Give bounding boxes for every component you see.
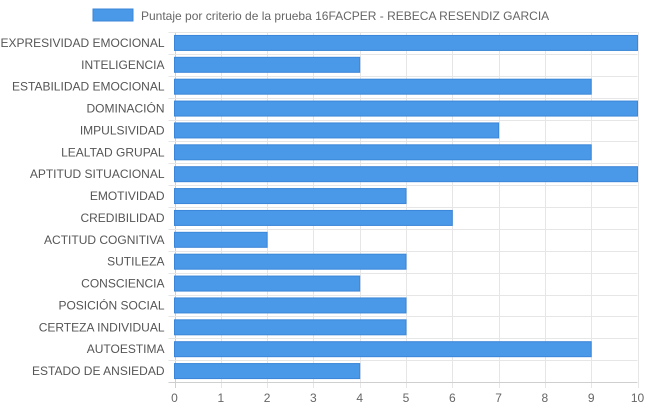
x-tick-label: 4: [356, 391, 363, 405]
category-label: LEALTAD GRUPAL: [61, 145, 165, 159]
bar[interactable]: [174, 297, 407, 314]
legend-label: Puntaje por criterio de la prueba 16FACP…: [141, 9, 549, 23]
category-label: APTITUD SITUACIONAL: [30, 167, 165, 181]
bar[interactable]: [174, 275, 361, 292]
bar[interactable]: [174, 209, 453, 226]
bars: [174, 34, 638, 380]
category-label: AUTOESTIMA: [87, 342, 165, 356]
category-labels: EXPRESIVIDAD EMOCIONAL INTELIGENCIA ESTABI…: [0, 36, 164, 378]
x-tick-label: 0: [171, 391, 178, 405]
category-label: DOMINACIÓN: [87, 101, 165, 116]
bar[interactable]: [174, 363, 361, 380]
legend-swatch: [92, 8, 134, 22]
category-label: INTELIGENCIA: [81, 58, 164, 72]
bar[interactable]: [174, 253, 407, 270]
x-tick-label: 5: [403, 391, 410, 405]
category-label: ESTABILIDAD EMOCIONAL: [12, 80, 165, 94]
category-label: EXPRESIVIDAD EMOCIONAL: [0, 36, 164, 50]
bar[interactable]: [174, 188, 407, 205]
x-tick-label: 8: [542, 391, 549, 405]
category-label: ACTITUD COGNITIVA: [44, 233, 164, 247]
bar[interactable]: [174, 78, 592, 95]
bar[interactable]: [174, 56, 361, 73]
category-label: CONSCIENCIA: [81, 277, 164, 291]
x-tick-label: 3: [310, 391, 317, 405]
x-tick-label: 10: [631, 391, 645, 405]
bar[interactable]: [174, 231, 268, 248]
bar[interactable]: [174, 341, 592, 358]
x-tick-label: 7: [495, 391, 502, 405]
x-tick-label: 2: [264, 391, 271, 405]
bar[interactable]: [174, 34, 638, 51]
x-axis-tick-labels: 0 1 2 3 4 5 6 7 8 9 10: [171, 391, 644, 405]
x-tick-label: 1: [217, 391, 224, 405]
x-tick-label: 6: [449, 391, 456, 405]
bar[interactable]: [174, 166, 638, 183]
bar[interactable]: [174, 144, 592, 161]
category-label: EMOTIVIDAD: [90, 189, 165, 203]
category-label: IMPULSIVIDAD: [80, 123, 165, 137]
bar[interactable]: [174, 319, 407, 336]
bar[interactable]: [174, 122, 500, 139]
legend[interactable]: Puntaje por criterio de la prueba 16FACP…: [92, 8, 549, 23]
x-tick-label: 9: [588, 391, 595, 405]
bar[interactable]: [174, 100, 638, 117]
category-label: CERTEZA INDIVIDUAL: [39, 320, 165, 334]
category-label: CREDIBILIDAD: [80, 211, 164, 225]
category-label: ESTADO DE ANSIEDAD: [32, 364, 165, 378]
category-label: POSICIÓN SOCIAL: [58, 297, 164, 312]
category-label: SUTILEZA: [107, 255, 164, 269]
